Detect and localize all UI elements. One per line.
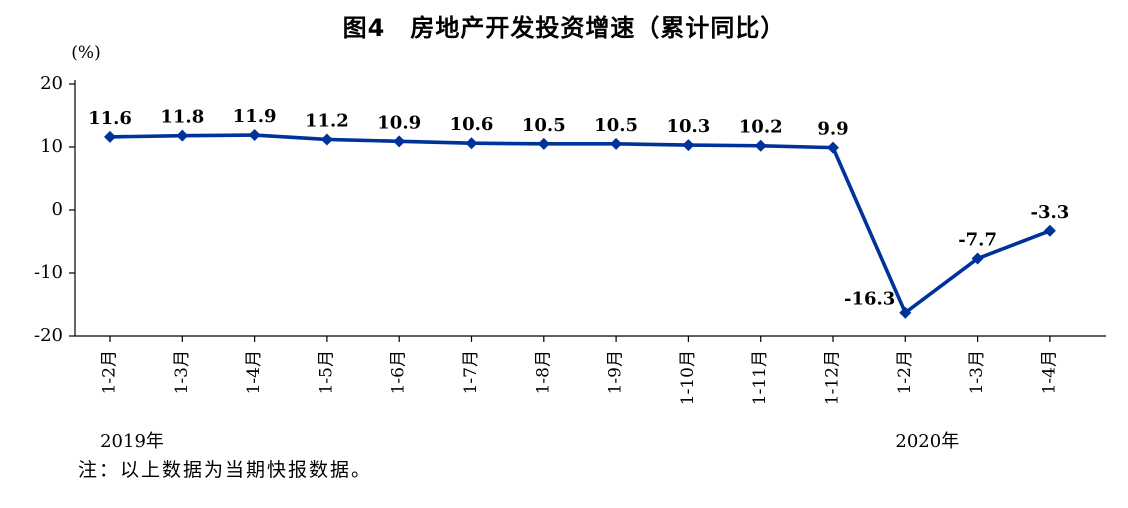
data-point [176,129,189,142]
data-label: 11.6 [88,108,132,129]
category-label: 1-5月 [316,350,336,394]
category-label: 1-9月 [606,350,626,394]
data-point [971,252,984,265]
y-axis-unit-label: (%) [71,43,100,63]
category-label: 1-10月 [678,350,698,405]
data-label: 11.9 [233,106,277,127]
data-label: -16.3 [844,289,895,310]
category-label: 1-6月 [389,350,409,394]
y-tick-label: -20 [34,325,63,346]
y-tick-label: 10 [40,136,63,157]
data-point [104,130,116,143]
chart-title: 图4 房地产开发投资增速（累计同比） [342,14,786,42]
trend-line [108,133,1052,315]
data-point [754,139,767,152]
footnote: 注：以上数据为当期快报数据。 [78,459,373,481]
data-label: 10.6 [450,114,494,135]
data-label: 11.2 [305,110,349,131]
data-label: 10.2 [739,117,783,138]
category-label: 1-4月 [1039,350,1059,394]
data-point [827,141,839,154]
category-label: 1-8月 [533,350,553,394]
y-tick-label: -10 [34,262,63,283]
data-point [320,133,333,146]
category-label: 1-12月 [823,350,843,405]
category-label: 1-3月 [172,350,192,394]
category-label: 1-3月 [967,350,987,394]
data-label: 10.3 [666,116,710,137]
data-label: 10.5 [522,115,566,136]
category-label: 1-11月 [750,350,770,405]
data-label: 9.9 [817,119,848,140]
data-point [682,139,695,152]
category-label: 1-2月 [100,350,120,394]
data-point [899,306,912,319]
data-label: 11.8 [160,107,204,128]
year-label: 2020年 [895,431,959,452]
y-tick-label: 0 [52,199,63,220]
data-point [610,137,623,150]
data-label: 10.5 [594,115,638,136]
year-label: 2019年 [100,431,164,452]
data-point [248,129,261,142]
category-label: 1-7月 [461,350,481,394]
data-point [393,135,406,148]
y-tick-label: 20 [40,73,63,94]
data-point [465,137,478,150]
data-label: 10.9 [377,112,421,133]
category-label: 1-4月 [244,350,264,394]
data-point [1043,224,1056,237]
category-label: 1-2月 [895,350,915,394]
data-label: -3.3 [1031,202,1070,223]
data-label: -7.7 [958,230,997,251]
data-point [537,137,550,150]
